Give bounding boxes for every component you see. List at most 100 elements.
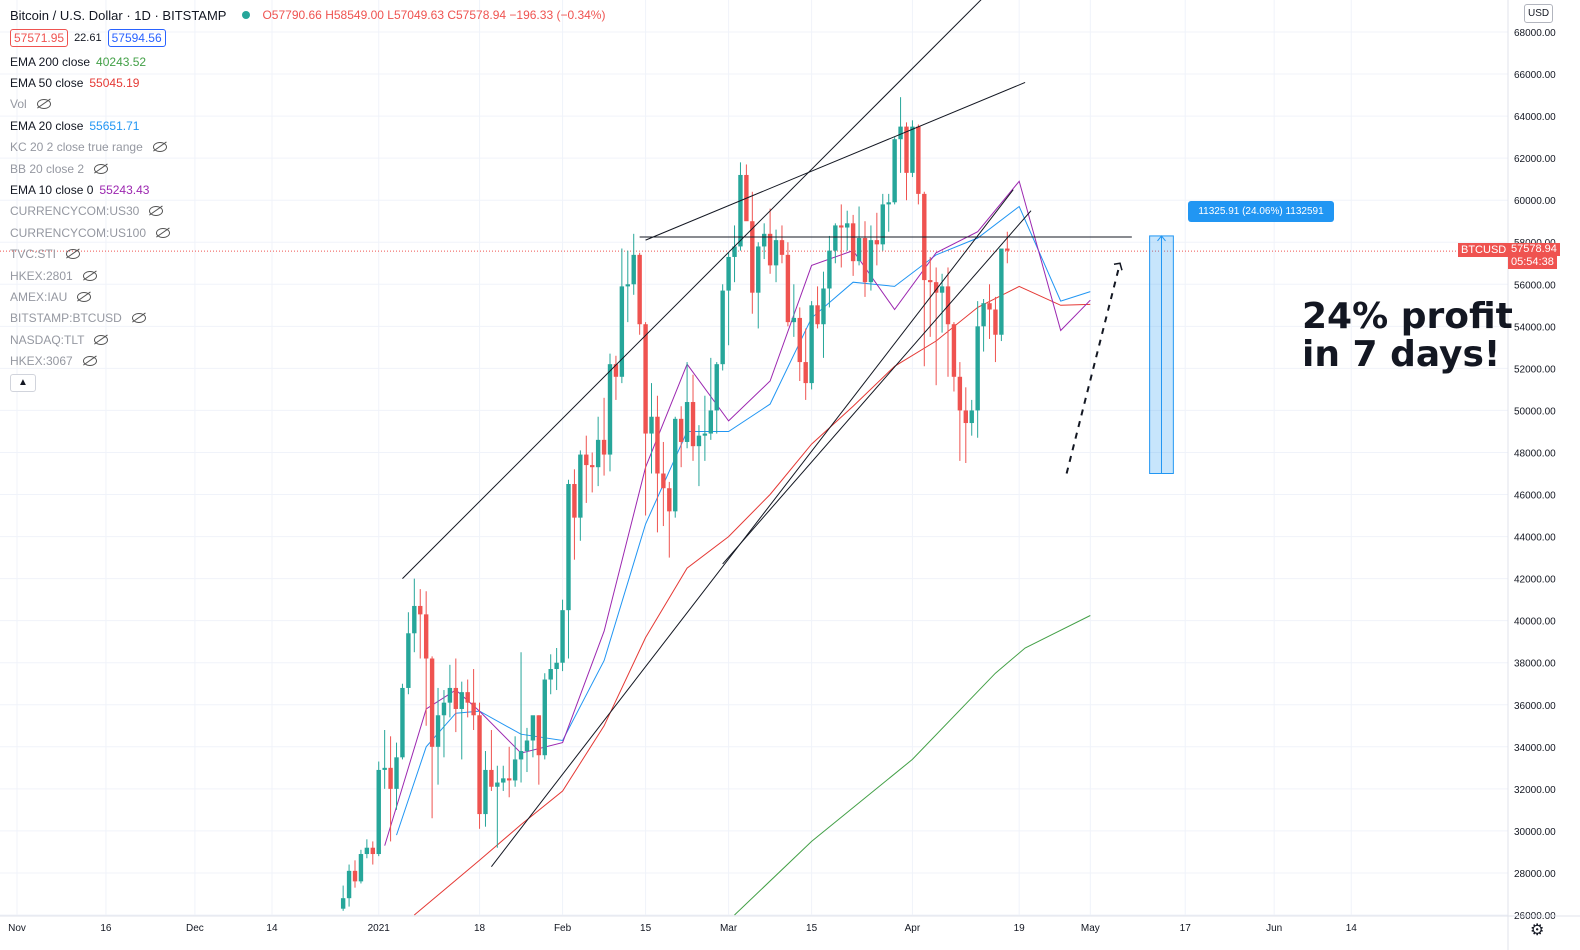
symbol-price-tag: BTCUSD	[1458, 243, 1510, 257]
eye-off-icon[interactable]	[94, 163, 109, 174]
indicator-row[interactable]: HKEX:2801	[10, 265, 605, 286]
currency-button[interactable]: USD	[1524, 4, 1554, 23]
candle-body	[797, 317, 802, 363]
eye-off-icon[interactable]	[94, 334, 109, 345]
y-tick-label: 60000.00	[1514, 196, 1556, 207]
candle-body	[993, 309, 998, 335]
x-tick-label: 15	[806, 923, 818, 934]
indicator-value: 55243.43	[99, 183, 150, 198]
candle-body	[566, 484, 571, 611]
candle-body	[382, 767, 387, 770]
indicator-row[interactable]: EMA 20 close 55651.71	[10, 115, 605, 136]
candle-body	[346, 870, 352, 899]
ema-line	[734, 615, 1091, 916]
y-tick-label: 68000.00	[1514, 28, 1556, 39]
y-tick-label: 66000.00	[1514, 70, 1556, 81]
indicator-row[interactable]: CURRENCYCOM:US30	[10, 201, 605, 222]
indicator-name: HKEX:3067	[10, 354, 73, 369]
candle-body	[667, 488, 672, 512]
candle-body	[584, 454, 589, 466]
candle-body	[845, 223, 850, 228]
candle-body	[910, 126, 915, 173]
last-price-tag: 57578.94	[1508, 243, 1560, 256]
candle-body	[352, 870, 358, 882]
indicator-row[interactable]: NASDAQ:TLT	[10, 329, 605, 350]
sell-price-button[interactable]: 57571.95	[10, 29, 69, 47]
candle-body	[1005, 248, 1010, 251]
eye-off-icon[interactable]	[82, 356, 97, 367]
measure-arrow-head-icon	[1157, 235, 1166, 242]
candle-body	[963, 410, 968, 424]
candle-body	[607, 364, 613, 455]
candle-body	[483, 769, 488, 815]
indicator-name: Vol	[10, 97, 27, 112]
indicator-row[interactable]: EMA 10 close 0 55243.43	[10, 179, 605, 200]
candle-body	[987, 303, 992, 310]
eye-off-icon[interactable]	[77, 291, 92, 302]
candle-body	[928, 280, 933, 283]
close-value: C57578.94	[447, 8, 507, 22]
candle-body	[418, 605, 423, 615]
indicator-value: 55045.19	[89, 76, 140, 91]
eye-off-icon[interactable]	[36, 99, 51, 110]
candle-body	[957, 376, 963, 411]
candle-body	[696, 435, 702, 447]
low-value: L57049.63	[387, 8, 444, 22]
x-tick-label: Apr	[905, 923, 921, 934]
x-tick-label: 16	[100, 923, 112, 934]
candle-body	[856, 238, 862, 262]
buy-price-button[interactable]: 57594.56	[107, 29, 166, 47]
candle-body	[471, 702, 476, 716]
candle-body	[512, 759, 518, 781]
candle-body	[892, 139, 897, 203]
symbol-title[interactable]: Bitcoin / U.S. Dollar · 1D · BITSTAMP	[10, 7, 227, 23]
annotation-text[interactable]: 24% profit in 7 days!	[1302, 298, 1513, 374]
candle-body	[684, 402, 690, 442]
candle-body	[358, 854, 364, 882]
indicator-row[interactable]: EMA 50 close 55045.19	[10, 72, 605, 93]
trendline	[491, 189, 1014, 867]
candle-body	[536, 715, 542, 756]
eye-off-icon[interactable]	[156, 227, 171, 238]
indicator-row[interactable]: HKEX:3067	[10, 350, 605, 371]
candle-body	[625, 284, 630, 287]
candle-body	[572, 484, 577, 518]
candle-body	[868, 240, 874, 283]
eye-off-icon[interactable]	[131, 313, 146, 324]
candle-body	[702, 433, 708, 436]
eye-off-icon[interactable]	[152, 142, 167, 153]
measure-label[interactable]: 11325.91 (24.06%) 1132591	[1188, 201, 1334, 222]
candle-body	[542, 679, 547, 756]
x-tick-label: Jun	[1266, 923, 1282, 934]
candle-body	[412, 605, 417, 634]
candle-body	[441, 702, 447, 716]
candle-body	[394, 757, 399, 789]
indicator-row[interactable]: KC 20 2 close true range	[10, 137, 605, 158]
eye-off-icon[interactable]	[149, 206, 164, 217]
candle-body	[673, 418, 678, 512]
candle-body	[773, 240, 779, 266]
indicator-row[interactable]: BITSTAMP:BTCUSD	[10, 308, 605, 329]
indicator-name: BITSTAMP:BTCUSD	[10, 311, 122, 326]
chevron-up-icon[interactable]: ▲	[10, 373, 36, 392]
spread-value: 22.61	[74, 32, 102, 44]
indicator-row[interactable]: EMA 200 close 40243.52	[10, 51, 605, 72]
bid-ask-row: 57571.95 22.61 57594.56	[10, 28, 605, 48]
candle-body	[969, 410, 974, 424]
candle-body	[423, 614, 429, 659]
candle-body	[779, 240, 785, 255]
indicator-row[interactable]: Vol	[10, 94, 605, 115]
eye-off-icon[interactable]	[66, 249, 81, 260]
indicator-name: HKEX:2801	[10, 268, 73, 283]
indicator-row[interactable]: CURRENCYCOM:US100	[10, 222, 605, 243]
y-tick-label: 62000.00	[1514, 154, 1556, 165]
candle-body	[833, 225, 838, 251]
gear-icon[interactable]: ⚙	[1530, 922, 1545, 939]
candle-body	[619, 286, 625, 377]
indicator-row[interactable]: AMEX:IAU	[10, 286, 605, 307]
indicator-row[interactable]: TVC:STI	[10, 244, 605, 265]
candle-body	[951, 324, 957, 377]
eye-off-icon[interactable]	[82, 270, 97, 281]
indicator-row[interactable]: BB 20 close 2	[10, 158, 605, 179]
